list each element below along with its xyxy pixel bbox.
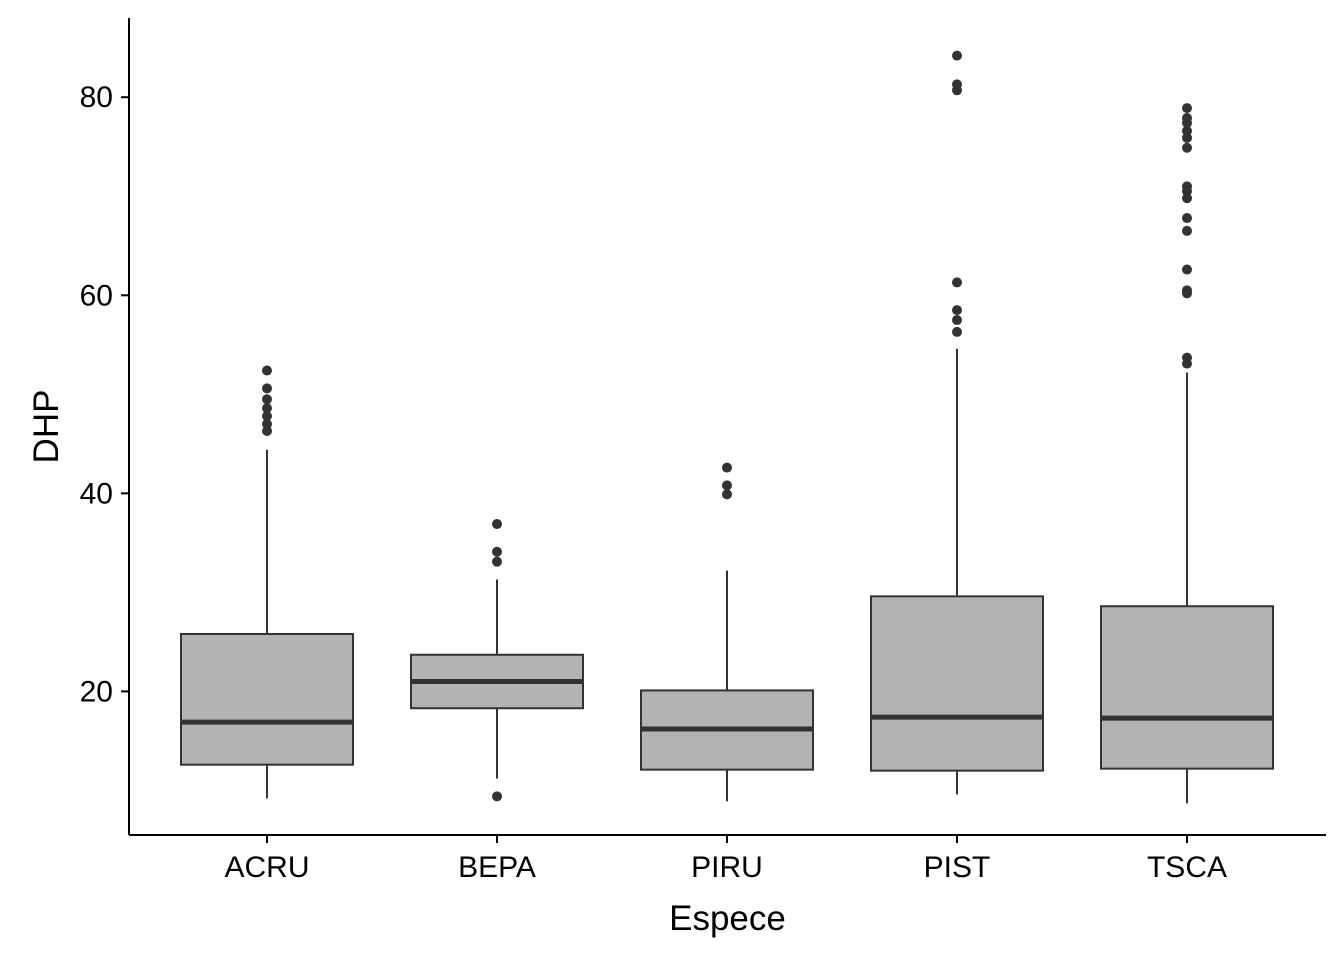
outlier-point — [952, 277, 962, 288]
x-tick-label: PIRU — [691, 851, 763, 884]
box-group-acru — [180, 365, 354, 799]
outlier-point — [262, 419, 272, 430]
x-tick-label: PIST — [924, 851, 991, 884]
outlier-point — [262, 411, 272, 422]
outlier-point — [1182, 352, 1192, 363]
outlier-point — [492, 556, 502, 567]
outlier-point — [492, 546, 502, 557]
box-group-pist — [870, 50, 1044, 795]
x-axis-ticks: ACRU BEPA PIRU PIST TSCA — [224, 835, 1227, 884]
y-axis-title: DHP — [27, 390, 66, 464]
box — [870, 595, 1044, 772]
x-axis-title: Espece — [669, 899, 786, 938]
outlier-point — [1182, 125, 1192, 136]
outlier-point — [1182, 193, 1192, 204]
outlier-point — [952, 305, 962, 316]
outlier-point — [492, 519, 502, 530]
outlier-point — [262, 403, 272, 414]
outlier-point — [1182, 285, 1192, 296]
box — [1100, 605, 1274, 770]
outlier-point — [262, 383, 272, 394]
y-tick-label: 60 — [80, 279, 113, 312]
outlier-point — [1182, 264, 1192, 275]
x-tick-label: TSCA — [1147, 851, 1227, 884]
box-group-piru — [640, 462, 814, 802]
y-tick-label: 20 — [80, 675, 113, 708]
outlier-point — [1182, 181, 1192, 192]
outlier-point — [262, 365, 272, 376]
box — [180, 632, 354, 766]
x-tick-label: BEPA — [458, 851, 536, 884]
y-tick-label: 40 — [80, 477, 113, 510]
outlier-point — [262, 394, 272, 405]
outlier-point — [1182, 213, 1192, 224]
outlier-point — [952, 79, 962, 90]
outlier-point — [722, 462, 732, 473]
outlier-point — [1182, 225, 1192, 236]
y-tick-label: 80 — [80, 81, 113, 114]
outlier-point — [722, 480, 732, 491]
outlier-point — [952, 50, 962, 61]
y-axis-ticks: 20 40 60 80 — [80, 81, 129, 708]
outlier-point — [952, 326, 962, 337]
outlier-point — [492, 791, 502, 802]
outlier-point — [262, 425, 272, 436]
outlier-point — [1182, 142, 1192, 153]
plot-area — [180, 50, 1274, 804]
outlier-point — [1182, 132, 1192, 143]
outlier-point — [722, 489, 732, 500]
box-group-tsca — [1100, 103, 1274, 804]
outlier-point — [1182, 103, 1192, 114]
x-tick-label: ACRU — [224, 851, 309, 884]
box-group-bepa — [410, 519, 584, 802]
outlier-point — [1182, 113, 1192, 124]
outlier-point — [952, 315, 962, 326]
